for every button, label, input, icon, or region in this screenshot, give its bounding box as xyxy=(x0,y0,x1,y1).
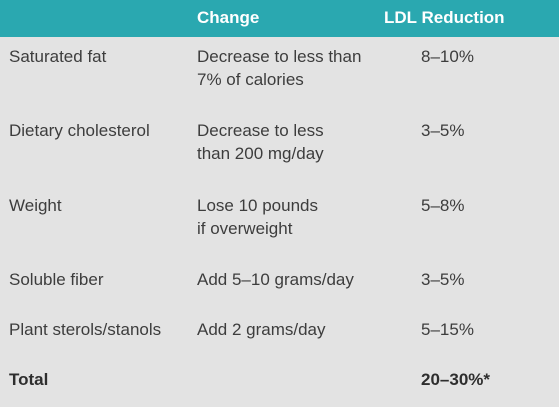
total-label: Total xyxy=(9,370,49,389)
total-ldl-reduction: 20–30%* xyxy=(421,370,491,389)
change-cell: Lose 10 pounds if overweight xyxy=(197,196,318,238)
change-cell: Add 2 grams/day xyxy=(197,320,326,339)
column-header-change: Change xyxy=(197,8,260,27)
ldl-reduction-cell: 5–8% xyxy=(421,196,465,215)
factor-cell: Soluble fiber xyxy=(9,270,104,289)
ldl-reduction-cell: 3–5% xyxy=(421,121,465,140)
column-header-ldl-reduction: LDL Reduction xyxy=(384,8,505,27)
factor-cell: Saturated fat xyxy=(9,47,107,66)
change-cell: Add 5–10 grams/day xyxy=(197,270,354,289)
ldl-reduction-cell: 8–10% xyxy=(421,47,474,66)
factor-cell: Plant sterols/stanols xyxy=(9,320,162,339)
table-header: Change LDL Reduction xyxy=(0,0,559,37)
ldl-reduction-cell: 5–15% xyxy=(421,320,474,339)
factor-cell: Weight xyxy=(9,196,62,215)
change-cell: Decrease to less than 7% of calories xyxy=(197,47,362,89)
ldl-reduction-cell: 3–5% xyxy=(421,270,465,289)
change-cell: Decrease to less than 200 mg/day xyxy=(197,121,324,163)
factor-cell: Dietary cholesterol xyxy=(9,121,150,140)
